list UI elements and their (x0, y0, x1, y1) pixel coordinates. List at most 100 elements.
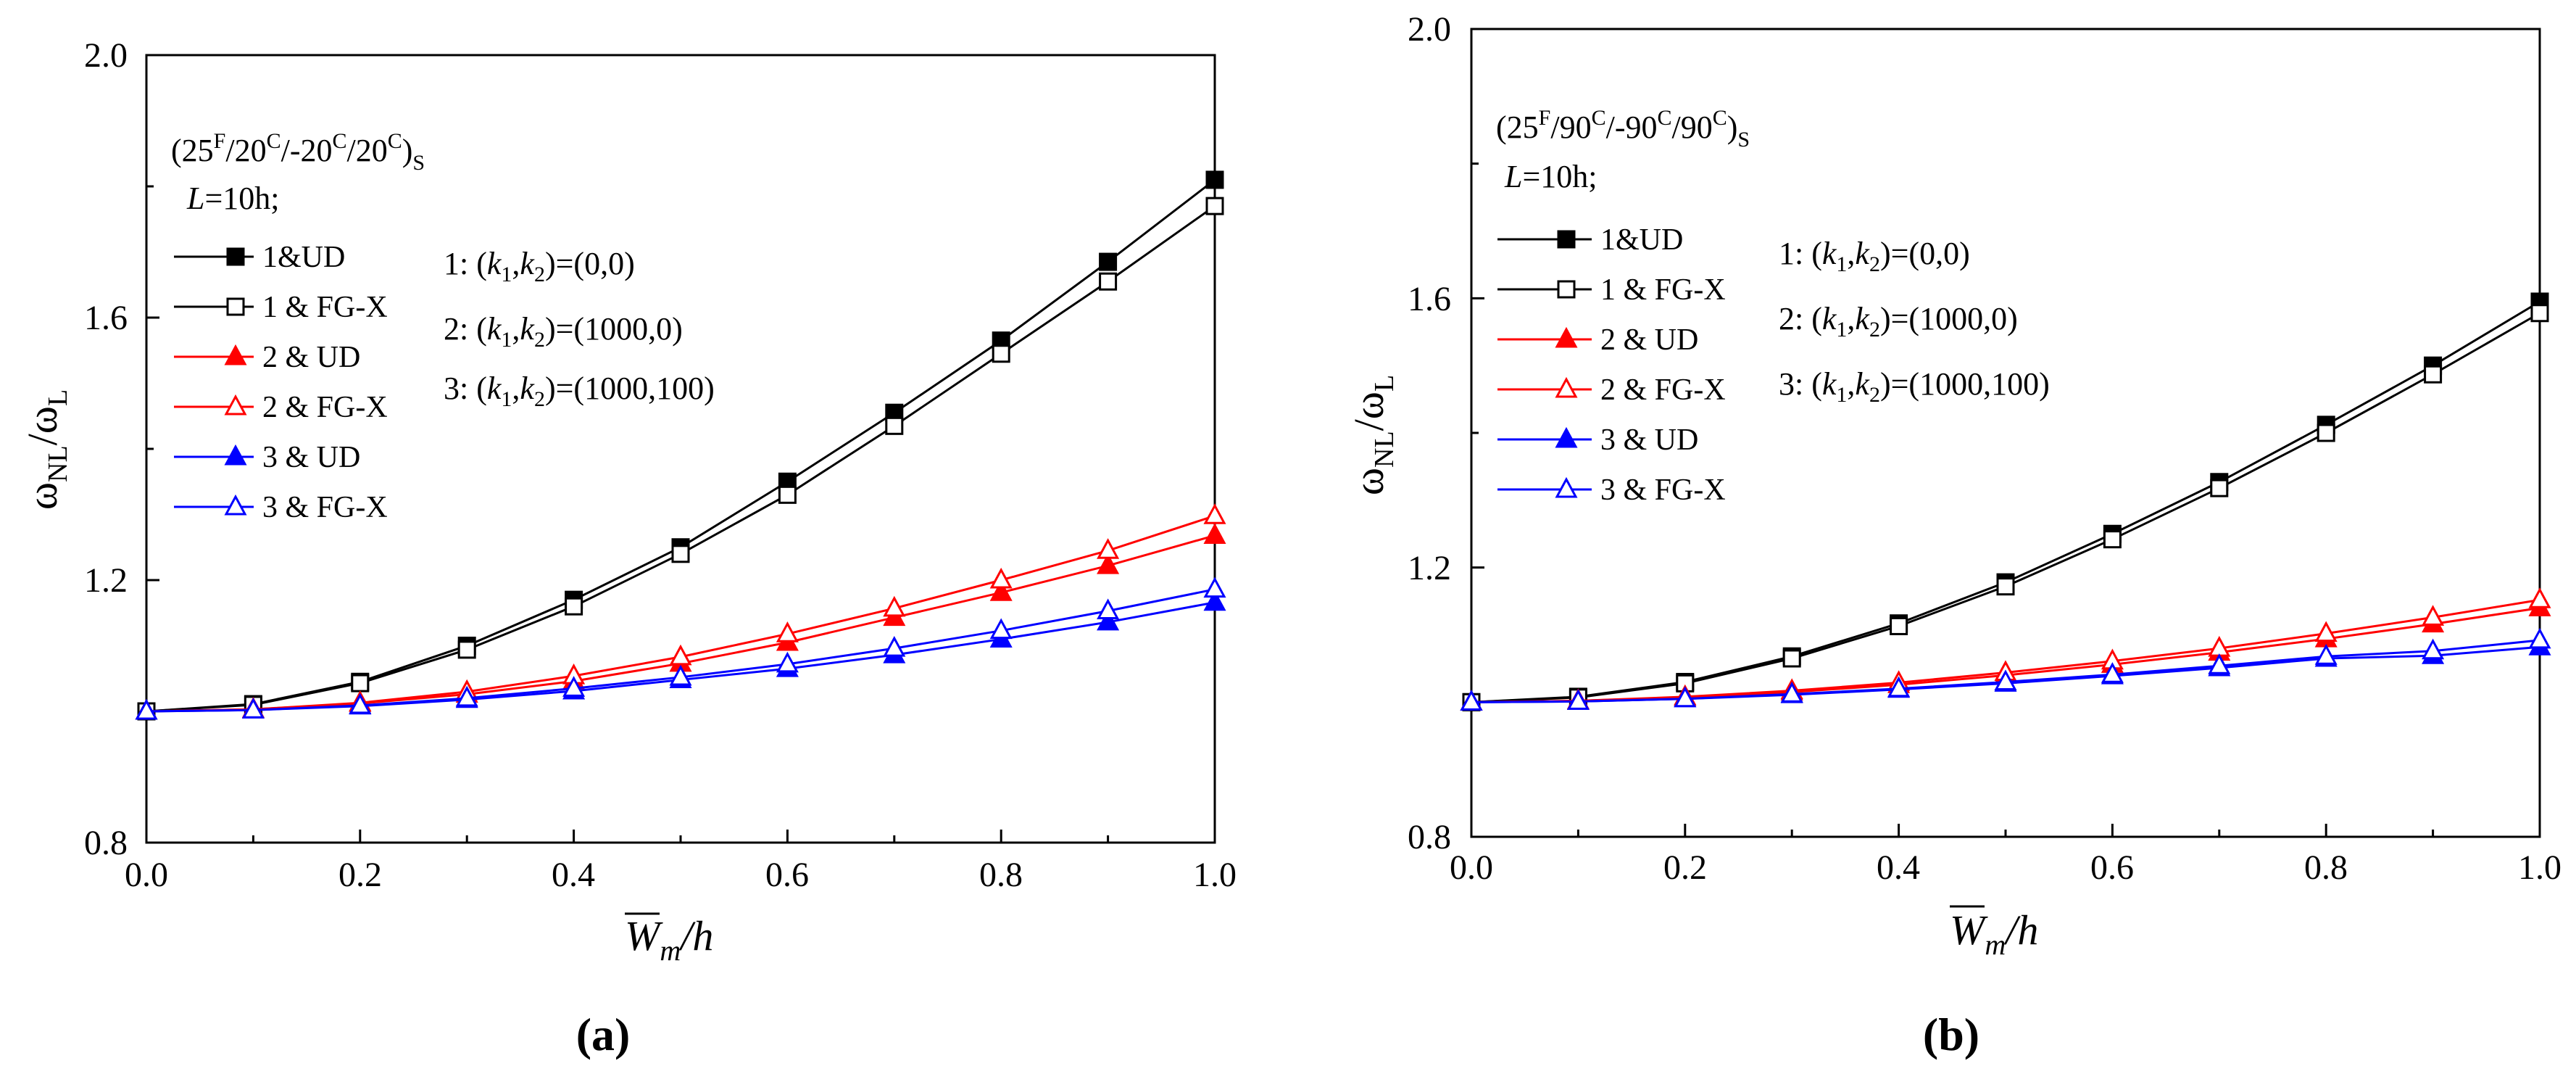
legend-label: 2 & FG-X (1600, 373, 1726, 407)
legend-marker (1555, 426, 1578, 448)
data-point (2314, 644, 2338, 665)
data-point (1890, 616, 1908, 635)
legend-label: 1 & FG-X (1600, 273, 1726, 307)
legend-label: 2 & UD (262, 341, 360, 374)
y-tick-label: 0.8 (84, 824, 128, 862)
data-point (2101, 662, 2124, 683)
data-point (669, 644, 692, 666)
data-point (349, 693, 372, 714)
data-point (1097, 598, 1120, 620)
legend-label: 3 & UD (262, 441, 360, 474)
y-axis-label: ωNL/ωL (1345, 375, 1400, 495)
legend-label: 3 & UD (1600, 423, 1698, 457)
data-point (989, 580, 1013, 601)
legend-marker (1555, 376, 1578, 398)
data-point (1782, 649, 1801, 668)
legend-marker (1557, 280, 1576, 299)
series-group-a (135, 170, 1226, 721)
legend-marker (1555, 476, 1578, 498)
legend-marker (226, 297, 245, 316)
data-point (2422, 638, 2445, 660)
data-point (135, 698, 158, 720)
axis-ticks-b (1470, 28, 2541, 838)
x-tick-label: 1.0 (2518, 848, 2562, 887)
legend-label: 3 & FG-X (1600, 474, 1726, 507)
legend-b (1497, 230, 1592, 498)
data-point (2530, 304, 2549, 323)
data-point (1674, 686, 1697, 708)
legend-a (174, 247, 254, 516)
data-point (1099, 272, 1118, 291)
data-point (2208, 653, 2231, 674)
legend-marker (224, 344, 247, 365)
y-tick-label: 1.6 (84, 299, 128, 337)
legend-label: 1 & FG-X (262, 291, 388, 324)
data-point (883, 595, 906, 617)
legend-marker (224, 494, 247, 516)
param-note-1: 1: (k1,k2)=(0,0) (1779, 236, 1970, 276)
panel-label-a: (a) (576, 1009, 631, 1060)
x-tick-label: 0.4 (552, 856, 595, 894)
data-point (1887, 676, 1911, 698)
data-point (562, 676, 586, 697)
x-tick-label: 0.6 (2090, 848, 2134, 887)
data-point (1996, 577, 2015, 596)
data-point (776, 621, 799, 642)
data-point (885, 416, 904, 435)
legend-label: 1&UD (1600, 223, 1683, 257)
legend-marker (224, 444, 247, 466)
x-tick-label: 0.8 (2304, 848, 2348, 887)
y-tick-label: 1.2 (1408, 549, 1451, 587)
param-note-3: 3: (k1,k2)=(1000,100) (1779, 366, 2050, 407)
x-tick-label: 0.0 (125, 856, 168, 894)
data-point (669, 664, 692, 686)
y-tick-label: 2.0 (84, 36, 128, 75)
y-tick-label: 1.2 (84, 561, 128, 600)
legend-marker (1557, 230, 1576, 249)
data-point (778, 485, 797, 504)
legend-marker (1555, 326, 1578, 348)
length-annotation: L=10h; (186, 181, 280, 216)
data-point (2103, 530, 2122, 549)
panel-a: 0.8 1.2 1.6 2.0 0.0 0.2 0.4 0.6 0.8 1.0 … (19, 36, 1237, 1060)
legend-marker (226, 247, 245, 266)
data-point (1203, 503, 1226, 524)
data-point (671, 545, 690, 563)
data-point (1097, 538, 1120, 559)
data-point (992, 344, 1010, 363)
param-note-1: 1: (k1,k2)=(0,0) (444, 246, 635, 286)
data-point (1097, 553, 1120, 574)
data-point (2317, 423, 2335, 442)
panel-label-b: (b) (1923, 1009, 1979, 1060)
y-tick-label: 1.6 (1408, 280, 1451, 318)
x-axis-label: Wm/h (1950, 906, 2038, 961)
data-point (1097, 609, 1120, 631)
data-point (565, 597, 583, 616)
x-tick-label: 0.8 (979, 856, 1023, 894)
legend-label: 1&UD (262, 241, 345, 274)
y-tick-label: 2.0 (1408, 10, 1451, 49)
data-point (2422, 605, 2445, 626)
data-point (1203, 523, 1226, 544)
data-point (1205, 170, 1224, 189)
x-tick-label: 0.4 (1877, 848, 1920, 887)
legend-marker (224, 394, 247, 416)
panel-b: 0.8 1.2 1.6 2.0 0.0 0.2 0.4 0.6 0.8 1.0 … (1345, 10, 2562, 1060)
y-axis-label: ωNL/ωL (19, 389, 73, 510)
data-point (1994, 669, 2017, 690)
y-tick-label: 0.8 (1408, 818, 1451, 856)
layup-annotation: (25F/90C/-90C/90C)S (1496, 106, 1750, 152)
layup-annotation: (25F/20C/-20C/20C)S (171, 129, 425, 175)
legend-label: 2 & FG-X (262, 391, 388, 424)
data-point (1566, 689, 1590, 710)
length-annotation: L=10h; (1504, 159, 1597, 194)
x-tick-label: 0.0 (1450, 848, 1493, 887)
data-point (1203, 576, 1226, 598)
data-point (883, 635, 906, 657)
data-point (989, 618, 1013, 640)
series-group-b (1460, 292, 2551, 711)
param-note-2: 2: (k1,k2)=(1000,0) (1779, 301, 2018, 342)
data-point (2314, 621, 2338, 642)
legend-label: 2 & UD (1600, 323, 1698, 357)
